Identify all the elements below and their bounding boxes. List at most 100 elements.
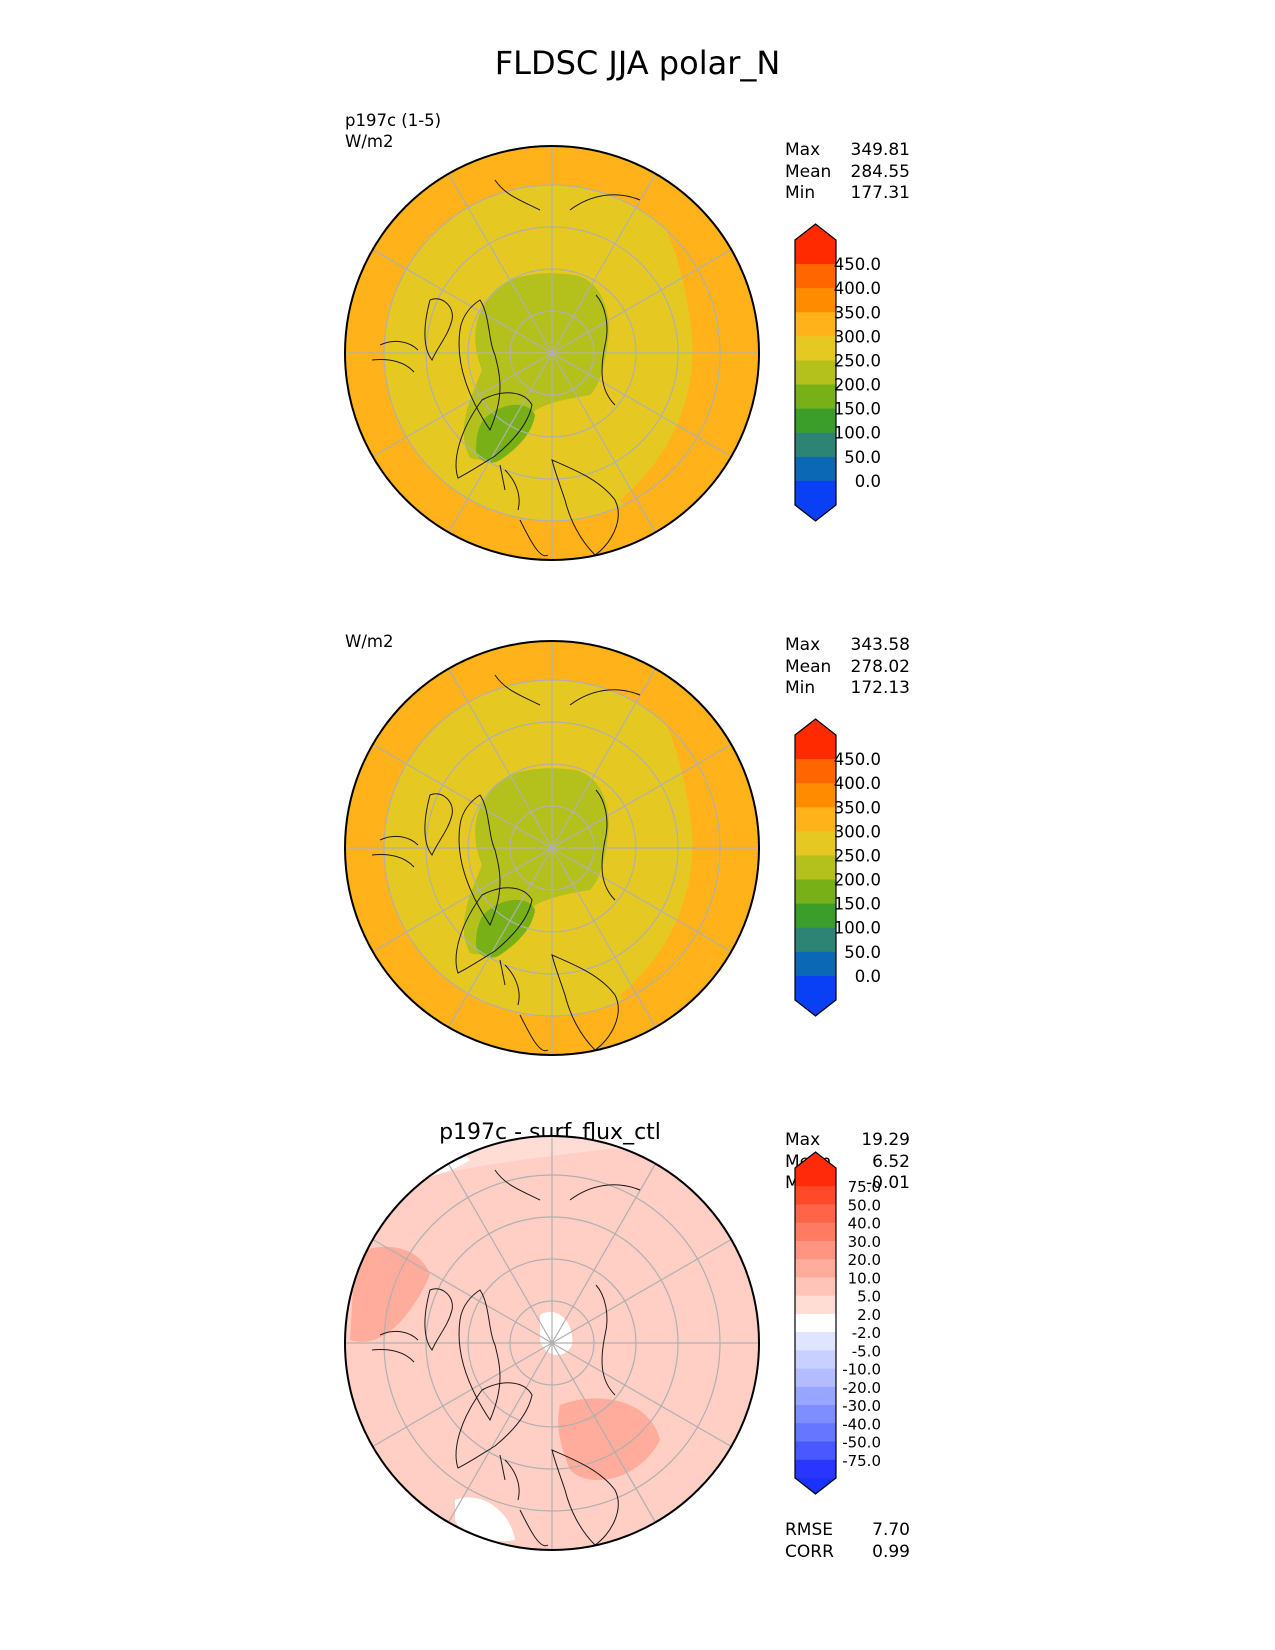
stat-label-min: Min <box>785 183 816 203</box>
colorbar-outline <box>794 718 837 1017</box>
colorbar: 75.050.040.030.020.010.05.02.0-2.0-5.0-1… <box>794 1151 881 1495</box>
panel-units: W/m2 <box>345 632 394 651</box>
colorbar-extend-top <box>795 719 836 735</box>
colorbar-tick-label: 350.0 <box>834 798 881 817</box>
graticule <box>345 1136 759 1550</box>
colorbar-extend-top <box>795 1152 836 1168</box>
colorbar-tick-label: -40.0 <box>842 1415 881 1433</box>
colorbar-swatch <box>795 927 836 953</box>
colorbar: 450.0 400.0 350.0 300.0 250.0 200.0 150.0 100.0… <box>794 223 881 522</box>
colorbar-tick-label: 450.0 <box>834 750 881 769</box>
meridian-line <box>551 352 732 458</box>
colorbar-swatch <box>795 1186 836 1206</box>
colorbar-tick-label: 400.0 <box>834 774 881 793</box>
colorbar-swatch <box>795 831 836 857</box>
colorbar-extend-bottom <box>795 505 836 521</box>
coastline <box>424 298 453 361</box>
colorbar-swatch <box>795 456 836 482</box>
colorbar-tick-label: -50.0 <box>842 1434 881 1452</box>
colorbar-swatch <box>795 855 836 881</box>
colorbar-swatch <box>795 1295 836 1315</box>
colorbar-tick-label: 20.0 <box>848 1251 881 1269</box>
coastline <box>371 835 419 868</box>
meridian-line <box>372 743 553 849</box>
stat-label-max: Max <box>785 635 821 655</box>
coastline <box>455 887 533 974</box>
colorbar-swatch <box>795 1441 836 1461</box>
colorbar-swatch <box>795 384 836 410</box>
meridian-line <box>372 352 553 458</box>
colorbar-outline <box>794 1151 837 1495</box>
colorbar-swatch <box>795 879 836 905</box>
meridian-line <box>551 1342 657 1523</box>
colorbar-swatch <box>795 432 836 458</box>
footer-stats: RMSE 7.70 CORR 0.99 <box>785 1520 910 1563</box>
colorbar-swatch <box>795 951 836 977</box>
colorbar-tick-label: 400.0 <box>834 279 881 298</box>
colorbar-swatch <box>795 408 836 434</box>
coastline <box>595 294 616 406</box>
meridian-line <box>447 847 553 1028</box>
field-scandinavia <box>558 1398 660 1480</box>
colorbar-tick-label: 100.0 <box>834 424 881 443</box>
colorbar-tick-label: 350.0 <box>834 303 881 322</box>
colorbar-tick-label: 5.0 <box>857 1288 881 1306</box>
colorbar-swatch <box>795 759 836 784</box>
meridian-line <box>447 173 553 354</box>
graticule <box>345 146 759 560</box>
colorbar-outline <box>794 223 837 522</box>
coastline <box>595 789 616 901</box>
stat-label-rmse: RMSE <box>785 1520 834 1540</box>
polar-map <box>344 640 760 1056</box>
field-west-band <box>350 1246 430 1342</box>
meridian-line <box>551 352 657 533</box>
meridian-line <box>551 248 732 354</box>
coastline <box>519 1509 549 1547</box>
coastlines <box>371 674 641 1052</box>
colorbar-swatch <box>795 1277 836 1297</box>
coastline <box>424 1288 453 1351</box>
meridian-line <box>447 1163 553 1344</box>
colorbar-tick-label: -5.0 <box>852 1342 881 1360</box>
coastline <box>499 959 520 1006</box>
meridian-line <box>551 1342 732 1448</box>
graticule <box>345 641 759 1055</box>
colorbar-swatch <box>795 360 836 386</box>
stats-block: Max 349.81 Mean 284.55 Min 177.31 <box>785 140 910 205</box>
coastline <box>455 1382 533 1469</box>
colorbar-swatch <box>795 1259 836 1279</box>
coastline <box>494 674 641 706</box>
meridian-line <box>551 1238 732 1344</box>
colorbar-swatch <box>795 1405 836 1424</box>
stat-label-corr: CORR <box>785 1541 834 1562</box>
colorbar-swatch <box>795 1423 836 1443</box>
stat-value-min: 172.13 <box>850 678 910 698</box>
polar-map <box>344 145 760 561</box>
colorbar-swatch <box>795 1313 836 1333</box>
colorbar-swatch <box>795 807 836 832</box>
panel-reference: W/m2 Max 343.58 Mean 278.02 Min 172.13 450.… <box>0 595 1275 1085</box>
coastline <box>371 340 419 373</box>
colorbar-tick-label: 2.0 <box>857 1306 881 1324</box>
stat-label-mean: Mean <box>785 656 832 677</box>
map-field <box>345 1136 759 1550</box>
colorbar-tick-label: 50.0 <box>844 448 881 467</box>
colorbar-swatch <box>795 1204 836 1224</box>
stat-value-min: 177.31 <box>850 183 910 203</box>
meridian-line <box>372 1342 553 1448</box>
coastline <box>519 519 549 557</box>
coastline <box>455 392 533 479</box>
stat-value-mean: 6.52 <box>872 1151 910 1172</box>
colorbar-swatch <box>795 1368 836 1388</box>
colorbar-swatch <box>795 1459 836 1479</box>
colorbar-swatch <box>795 264 836 289</box>
colorbar-tick-label: 50.0 <box>844 943 881 962</box>
colorbar-tick-label: 40.0 <box>848 1215 881 1233</box>
stats-block: Max 343.58 Mean 278.02 Min 172.13 <box>785 635 910 700</box>
map-boundary <box>344 640 760 1056</box>
field-east-band <box>620 647 744 1025</box>
coastline <box>494 179 641 211</box>
colorbar-swatch <box>795 1222 836 1242</box>
meridian-line <box>551 847 732 953</box>
